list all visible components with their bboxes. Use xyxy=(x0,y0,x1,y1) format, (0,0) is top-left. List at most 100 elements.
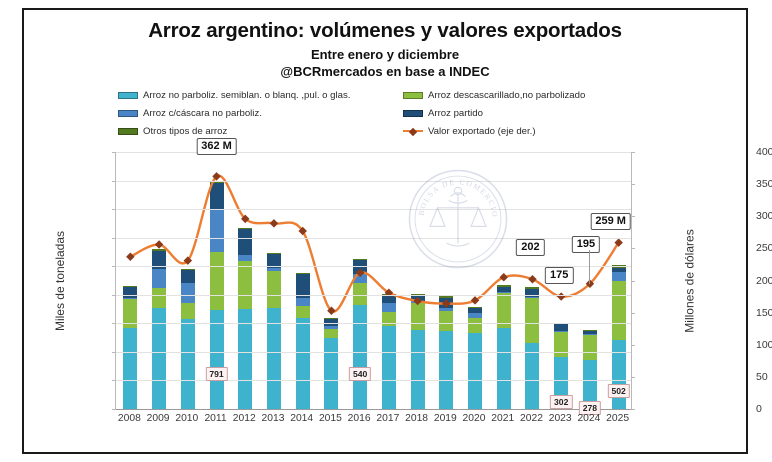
y-axis-right-tickmark xyxy=(631,312,635,314)
line-marker[interactable] xyxy=(327,306,336,315)
bar-segment xyxy=(381,311,396,327)
bar-segment xyxy=(468,306,483,308)
bar-segment xyxy=(353,304,368,409)
bar-segment xyxy=(238,260,253,310)
x-axis-tick-label: 2017 xyxy=(376,413,400,424)
y-axis-right-tick-label: 200 xyxy=(756,274,772,287)
x-axis-tick-label: 2009 xyxy=(146,413,170,424)
bar-segment xyxy=(496,285,511,287)
y-axis-right-tickmark xyxy=(631,376,635,378)
legend-item[interactable]: Arroz no parboliz. semiblan. o blanq. ,p… xyxy=(118,90,403,101)
gridline xyxy=(116,209,631,211)
bar-column[interactable] xyxy=(295,272,310,409)
bar-segment xyxy=(266,270,281,308)
bar-column[interactable] xyxy=(123,286,138,409)
bar-segment xyxy=(295,272,310,274)
legend-label: Arroz partido xyxy=(428,107,483,119)
bar-segment xyxy=(209,183,224,210)
gridline xyxy=(116,180,631,182)
bar-segment xyxy=(496,293,511,328)
bar-column[interactable] xyxy=(582,329,597,409)
legend-swatch-icon xyxy=(403,91,423,99)
bar-segment xyxy=(496,327,511,409)
page-title: Arroz argentino: volúmenes y valores exp… xyxy=(148,19,622,42)
bar-column[interactable] xyxy=(381,294,396,409)
bar-total-callout: 540 xyxy=(348,367,372,381)
bar-segment xyxy=(554,323,569,332)
bar-segment xyxy=(525,342,540,409)
bar-column[interactable] xyxy=(525,286,540,409)
bar-segment xyxy=(152,307,167,409)
line-marker[interactable] xyxy=(269,219,279,228)
legend-item[interactable]: Arroz descascarillado,no parbolizado xyxy=(403,90,678,101)
line-marker[interactable] xyxy=(241,214,250,224)
bar-segment xyxy=(611,271,626,281)
bar-segment xyxy=(295,273,310,298)
bar-segment xyxy=(353,273,368,283)
legend-item[interactable]: Arroz partido xyxy=(403,108,678,119)
bar-segment xyxy=(582,329,597,332)
line-value-callout: 175 xyxy=(545,266,574,284)
line-value-callout: 259 M xyxy=(590,212,631,230)
bar-segment xyxy=(468,313,483,318)
legend-label: Valor exportado (eje der.) xyxy=(428,125,536,137)
bar-segment xyxy=(152,251,167,270)
bar-segment xyxy=(209,209,224,252)
bar-segment xyxy=(152,248,167,252)
bar-segment xyxy=(496,286,511,292)
bar-segment xyxy=(238,309,253,409)
bar-segment xyxy=(439,307,454,311)
bar-segment xyxy=(439,331,454,409)
line-marker[interactable] xyxy=(556,292,566,301)
line-marker[interactable] xyxy=(154,240,164,249)
line-marker[interactable] xyxy=(470,296,480,305)
y-axis-right-tick-label: 250 xyxy=(756,242,772,255)
bar-segment xyxy=(525,297,540,343)
bar-segment xyxy=(324,326,339,330)
legend-item[interactable]: Arroz c/cáscara no parboliz. xyxy=(118,108,403,119)
x-axis-tick-label: 2021 xyxy=(491,413,515,424)
bar-segment xyxy=(209,310,224,409)
line-marker[interactable] xyxy=(298,226,307,236)
bar-column[interactable] xyxy=(266,253,281,409)
y-axis-right-tickmark xyxy=(631,184,635,186)
gridline xyxy=(116,294,631,296)
legend-swatch-icon xyxy=(118,91,138,99)
bar-segment xyxy=(582,334,597,361)
bar-column[interactable] xyxy=(324,317,339,409)
x-axis-tick-label: 2019 xyxy=(433,413,457,424)
line-marker[interactable] xyxy=(183,256,193,265)
bar-column[interactable] xyxy=(238,227,253,409)
x-axis-tick-label: 2023 xyxy=(548,413,572,424)
y-axis-right-tick-label: 400 xyxy=(756,146,772,158)
gridline xyxy=(116,409,631,410)
legend-item[interactable]: Otros tipos de arroz xyxy=(118,126,403,137)
title-block: Arroz argentino: volúmenes y valores exp… xyxy=(22,18,748,80)
bar-column[interactable] xyxy=(180,268,195,409)
line-marker[interactable] xyxy=(499,273,508,282)
bar-segment xyxy=(582,360,597,409)
line-marker[interactable] xyxy=(442,299,451,308)
line-marker[interactable] xyxy=(126,252,135,261)
gridline xyxy=(116,237,631,239)
bar-segment xyxy=(152,287,167,308)
bar-column[interactable] xyxy=(152,248,167,409)
chart-source: @BCRmercados en base a INDEC xyxy=(280,64,490,79)
y-axis-right-title: Millones de dólares xyxy=(682,152,698,409)
line-value-callout: 195 xyxy=(571,235,601,253)
bar-total-callout: 502 xyxy=(607,384,630,398)
bar-segment xyxy=(582,331,597,334)
bar-segment xyxy=(266,267,281,271)
x-axis-tick-label: 2008 xyxy=(117,413,141,424)
y-axis-left-tickmark xyxy=(112,237,116,239)
bar-segment xyxy=(439,296,454,298)
bar-segment xyxy=(611,267,626,272)
bar-segment xyxy=(295,306,310,318)
legend-swatch-icon xyxy=(403,109,423,117)
line-marker[interactable] xyxy=(528,274,537,284)
legend-item[interactable]: Valor exportado (eje der.) xyxy=(403,126,678,137)
y-axis-right-tickmark xyxy=(631,216,635,218)
line-marker[interactable] xyxy=(585,279,595,288)
line-marker[interactable] xyxy=(413,296,422,306)
bar-column[interactable] xyxy=(496,285,511,409)
